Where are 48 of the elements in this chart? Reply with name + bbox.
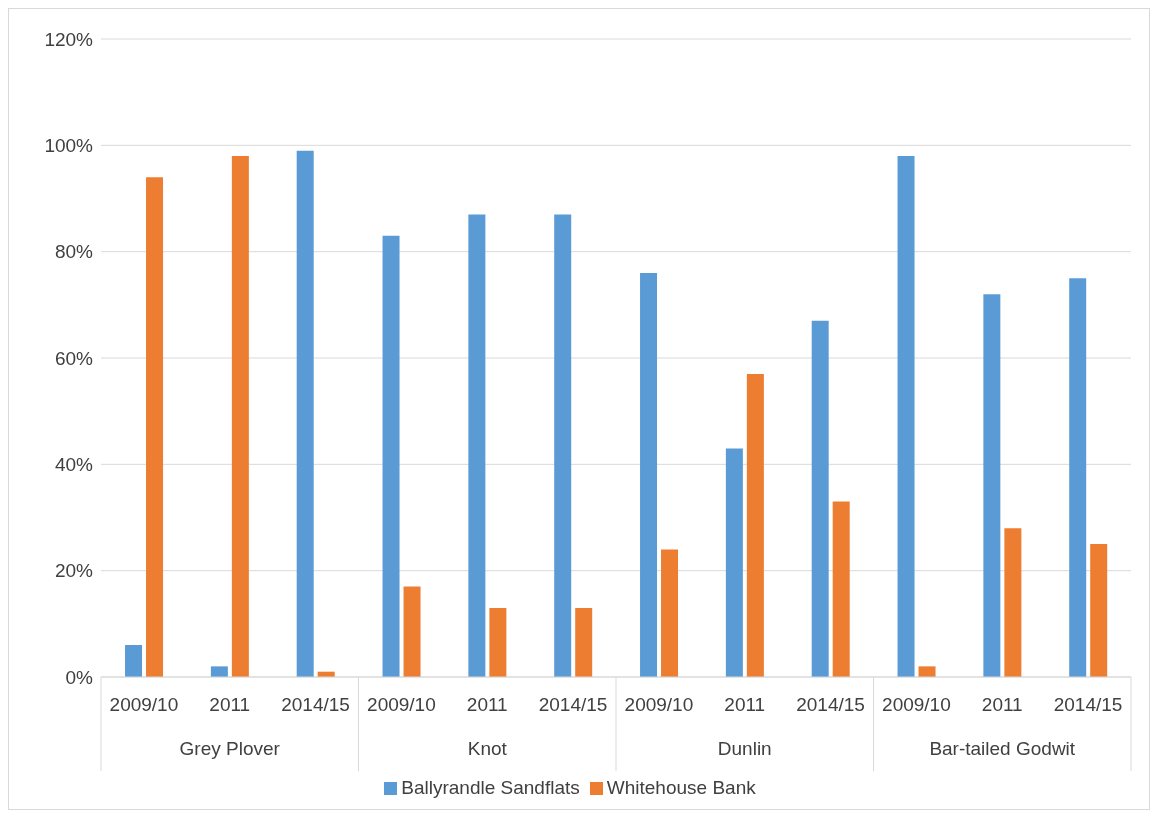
y-tick-label: 0%: [65, 666, 94, 688]
bar: [210, 666, 228, 677]
text: Dunlin: [717, 738, 772, 759]
y-tick-label: 60%: [54, 347, 94, 369]
legend-label: Whitehouse Bank: [606, 777, 756, 798]
text: Bar-tailed Godwit: [929, 738, 1076, 759]
x-tick-label: 2011: [209, 694, 251, 715]
bar: [918, 666, 936, 677]
bar: [640, 272, 658, 677]
bar: [1069, 278, 1087, 677]
bar: [554, 214, 572, 677]
x-tick-label: 2009/10: [624, 694, 694, 715]
x-tick-label: 2014/15: [281, 694, 350, 715]
x-tick-label: 2011: [466, 694, 508, 715]
x-tick-label: 2009/10: [109, 694, 179, 715]
bar: [403, 586, 421, 677]
bar: [811, 320, 829, 677]
bar: [897, 155, 915, 677]
x-tick-label: 2011: [724, 694, 766, 715]
bar: [146, 177, 164, 677]
bar: [983, 294, 1001, 677]
y-tick-label: 80%: [54, 241, 94, 263]
bar: [489, 607, 507, 677]
bar: [1004, 528, 1022, 677]
legend-label: Ballyrandle Sandflats: [401, 777, 580, 798]
y-tick-label: 100%: [44, 135, 94, 157]
bar: [125, 645, 143, 677]
x-tick-label: 2014/15: [538, 694, 608, 715]
text: Grey Plover: [179, 738, 281, 759]
bar: [468, 214, 486, 677]
x-tick-label: 2009/10: [367, 694, 436, 715]
x-tick-label: 2014/15: [796, 694, 865, 715]
bar: [296, 150, 314, 677]
bar: [382, 235, 400, 677]
bar: [746, 373, 764, 677]
x-tick-label: 2011: [981, 694, 1023, 715]
text: Knot: [467, 738, 508, 759]
y-tick-label: 120%: [44, 28, 94, 50]
bar: [661, 549, 679, 677]
x-tick-label: 2009/10: [882, 694, 951, 715]
x-tick-label: 2014/15: [1053, 694, 1123, 715]
y-tick-label: 20%: [54, 560, 94, 582]
bar: [575, 607, 593, 677]
bar: [832, 501, 850, 677]
bar: [1090, 544, 1108, 677]
bar: [725, 448, 743, 677]
y-tick-label: 40%: [54, 454, 94, 476]
bar: [231, 155, 249, 677]
